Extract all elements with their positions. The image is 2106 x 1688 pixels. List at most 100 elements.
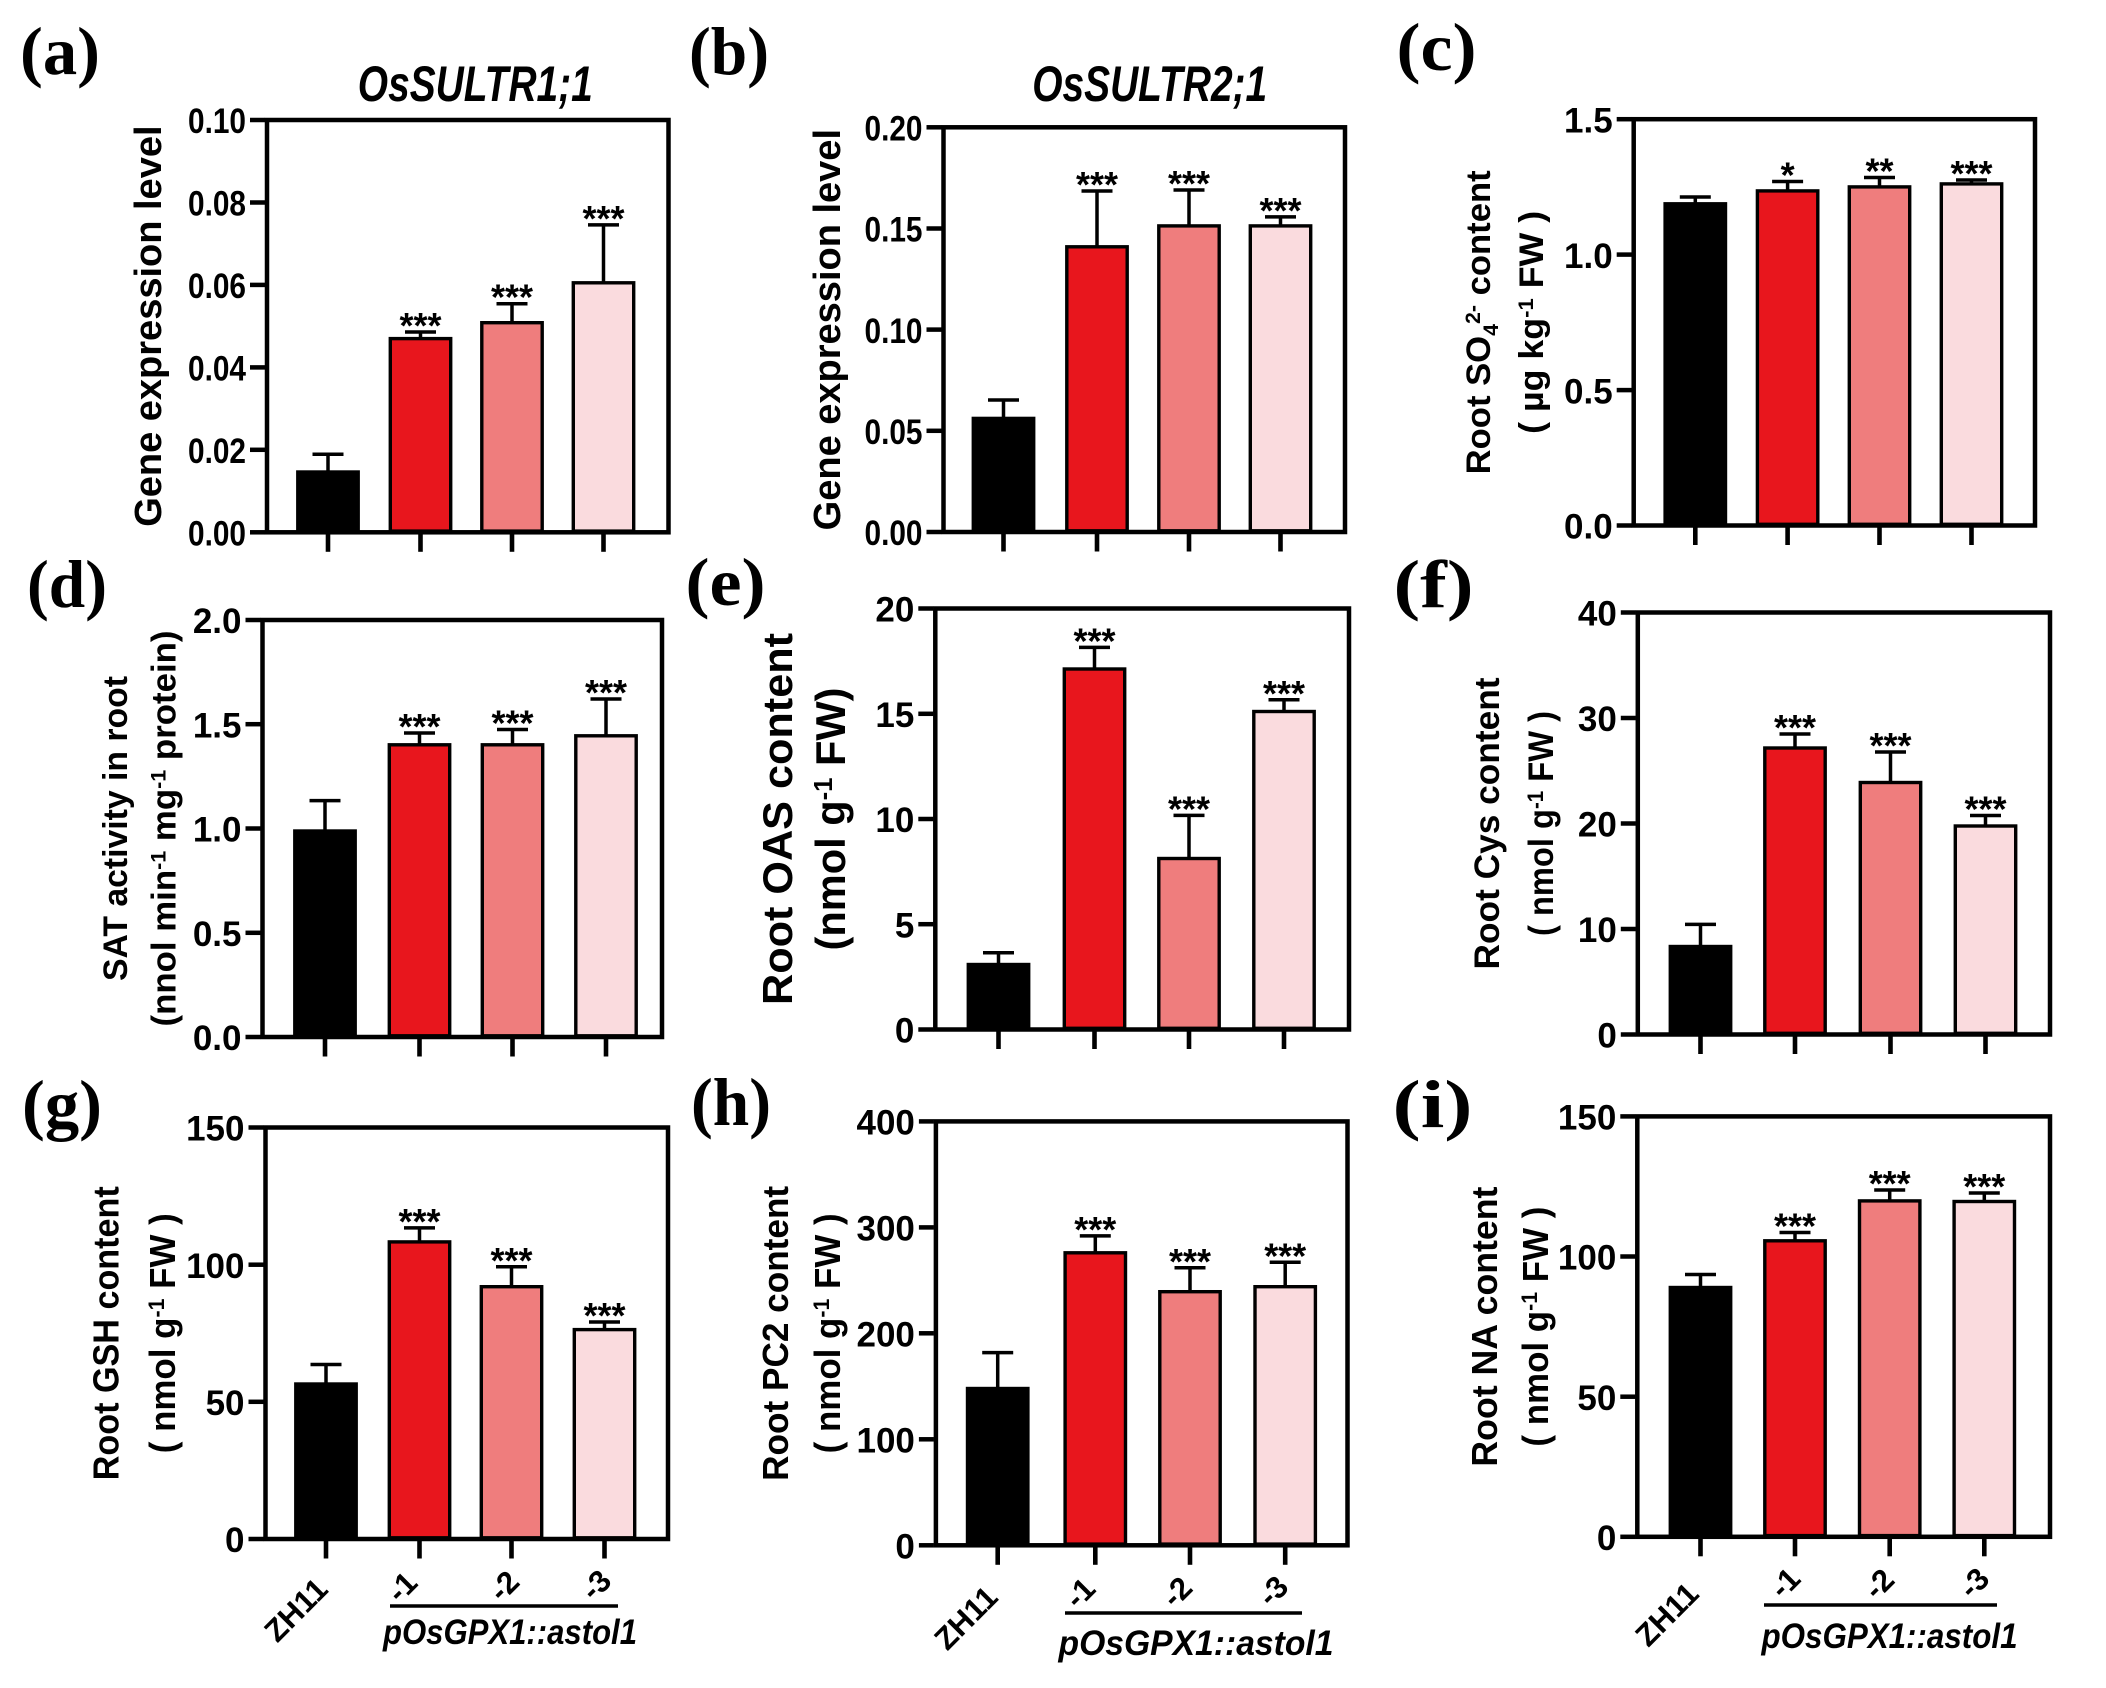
svg-text:Root PC2 content: Root PC2 content	[755, 1186, 796, 1481]
svg-text:0: 0	[1597, 1017, 1616, 1056]
svg-text:150: 150	[186, 1110, 244, 1149]
svg-text:(d): (d)	[27, 546, 107, 622]
svg-text:***: ***	[1869, 1163, 1911, 1204]
svg-text:0: 0	[895, 1012, 914, 1051]
svg-text:0.5: 0.5	[1564, 372, 1613, 411]
svg-text:***: ***	[400, 305, 442, 346]
svg-text:40: 40	[1578, 595, 1617, 634]
svg-text:***: ***	[1774, 1206, 1816, 1247]
svg-text:( nmol g-1 FW ): ( nmol g-1 FW )	[807, 1213, 848, 1453]
svg-text:Root NA content: Root NA content	[1464, 1187, 1505, 1467]
svg-text:(f): (f)	[1394, 546, 1474, 622]
svg-text:( µg kg-1 FW ): ( µg kg-1 FW )	[1513, 211, 1551, 434]
svg-text:0.00: 0.00	[865, 514, 923, 553]
svg-text:***: ***	[1963, 1166, 2005, 1207]
svg-text:SAT activity in root: SAT activity in root	[97, 676, 135, 981]
svg-text:0.20: 0.20	[865, 110, 923, 149]
svg-text:***: ***	[492, 703, 534, 744]
svg-text:***: ***	[1168, 788, 1210, 829]
svg-text:***: ***	[583, 198, 625, 239]
svg-text:***: ***	[399, 1201, 441, 1242]
svg-text:***: ***	[491, 277, 533, 318]
svg-text:Root SO42- content: Root SO42- content	[1460, 170, 1503, 474]
svg-text:(nnol min-1 mg-1 protein): (nnol min-1 mg-1 protein)	[146, 631, 184, 1027]
svg-text:(h): (h)	[691, 1064, 771, 1140]
svg-text:***: ***	[1965, 789, 2007, 830]
svg-text:2.0: 2.0	[193, 602, 242, 641]
svg-text:***: ***	[1076, 164, 1118, 205]
svg-text:OsSULTR2;1: OsSULTR2;1	[1032, 56, 1267, 112]
svg-text:***: ***	[585, 672, 627, 713]
svg-text:***: ***	[399, 706, 441, 747]
svg-text:( nmol g-1 FW ): ( nmol g-1 FW )	[1515, 1207, 1556, 1447]
svg-text:15: 15	[875, 696, 914, 735]
svg-text:(nmol g-1 FW): (nmol g-1 FW)	[807, 688, 854, 951]
svg-text:20: 20	[875, 591, 914, 630]
svg-text:10: 10	[875, 801, 914, 840]
svg-text:1.5: 1.5	[193, 707, 242, 746]
svg-text:***: ***	[1951, 153, 1993, 194]
svg-text:1.0: 1.0	[1564, 237, 1613, 276]
svg-text:OsSULTR1;1: OsSULTR1;1	[358, 56, 593, 112]
svg-text:150: 150	[1558, 1099, 1616, 1138]
svg-text:Gene expression level: Gene expression level	[807, 129, 849, 530]
svg-text:pOsGPX1::astol1: pOsGPX1::astol1	[1761, 1617, 2018, 1656]
svg-text:0.5: 0.5	[193, 915, 242, 954]
svg-text:0: 0	[1597, 1519, 1616, 1558]
svg-text:0.10: 0.10	[865, 312, 923, 351]
svg-text:100: 100	[856, 1422, 914, 1461]
svg-text:***: ***	[1074, 620, 1116, 661]
svg-text:50: 50	[206, 1384, 245, 1423]
svg-text:0.08: 0.08	[188, 185, 246, 224]
svg-text:Root Cys content: Root Cys content	[1468, 677, 1507, 969]
svg-text:0.00: 0.00	[188, 515, 246, 554]
svg-text:( nmol g-1 FW ): ( nmol g-1 FW )	[1522, 711, 1561, 936]
svg-text:0: 0	[895, 1528, 914, 1567]
svg-text:***: ***	[584, 1295, 626, 1336]
svg-text:100: 100	[1558, 1239, 1616, 1278]
svg-text:30: 30	[1578, 700, 1617, 739]
svg-text:0.06: 0.06	[188, 267, 246, 306]
svg-text:400: 400	[856, 1104, 914, 1143]
svg-text:0.10: 0.10	[188, 102, 246, 141]
svg-text:**: **	[1866, 151, 1894, 192]
svg-text:( nmol g-1 FW ): ( nmol g-1 FW )	[142, 1213, 183, 1453]
svg-text:0.02: 0.02	[188, 432, 246, 471]
svg-text:0.15: 0.15	[865, 211, 923, 250]
svg-text:1.0: 1.0	[193, 811, 242, 850]
svg-text:1.5: 1.5	[1564, 101, 1613, 140]
svg-text:***: ***	[1774, 707, 1816, 748]
svg-text:(g): (g)	[22, 1066, 102, 1142]
svg-text:5: 5	[895, 907, 914, 946]
svg-text:***: ***	[1168, 163, 1210, 204]
svg-text:***: ***	[1264, 1235, 1306, 1276]
svg-text:200: 200	[856, 1316, 914, 1355]
svg-text:(b): (b)	[689, 13, 769, 89]
svg-text:***: ***	[1169, 1241, 1211, 1282]
svg-text:(e): (e)	[686, 544, 766, 620]
svg-text:Gene expression level: Gene expression level	[128, 125, 170, 526]
svg-text:Root GSH content: Root GSH content	[86, 1186, 127, 1480]
svg-text:***: ***	[1263, 673, 1305, 714]
svg-text:*: *	[1781, 155, 1795, 196]
svg-text:0.04: 0.04	[188, 350, 246, 389]
svg-text:***: ***	[1074, 1209, 1116, 1250]
svg-text:10: 10	[1578, 911, 1617, 950]
svg-text:pOsGPX1::astol1: pOsGPX1::astol1	[1058, 1624, 1334, 1663]
svg-text:0.05: 0.05	[865, 413, 923, 452]
svg-text:***: ***	[1870, 725, 1912, 766]
svg-text:(c): (c)	[1397, 9, 1477, 85]
svg-text:20: 20	[1578, 806, 1617, 845]
svg-text:***: ***	[1260, 190, 1302, 231]
svg-text:pOsGPX1::astol1: pOsGPX1::astol1	[382, 1613, 637, 1652]
svg-text:(i): (i)	[1393, 1066, 1473, 1142]
svg-text:0: 0	[225, 1521, 244, 1560]
svg-text:***: ***	[491, 1240, 533, 1281]
svg-text:0.0: 0.0	[1564, 508, 1613, 547]
svg-text:(a): (a)	[20, 13, 100, 89]
svg-text:Root OAS content: Root OAS content	[754, 633, 801, 1005]
svg-text:100: 100	[186, 1247, 244, 1286]
svg-text:0.0: 0.0	[193, 1019, 242, 1058]
svg-text:50: 50	[1577, 1379, 1616, 1418]
svg-text:300: 300	[856, 1210, 914, 1249]
